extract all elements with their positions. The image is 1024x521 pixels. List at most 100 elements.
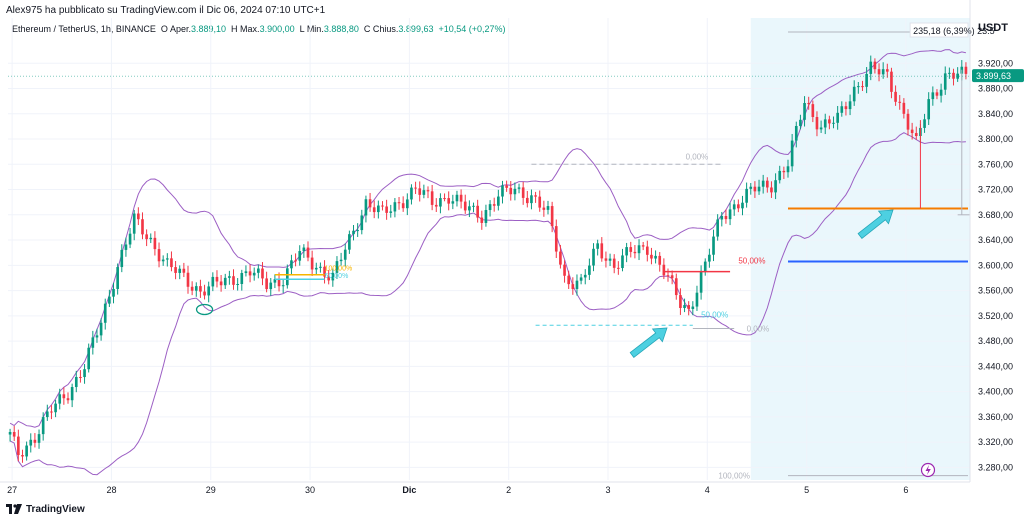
shaded-region bbox=[750, 18, 970, 480]
candle bbox=[281, 278, 285, 294]
time-tick-label: 6 bbox=[903, 485, 908, 495]
currency-label[interactable]: USDT bbox=[978, 22, 1008, 34]
candle bbox=[877, 63, 881, 82]
candle bbox=[95, 328, 99, 343]
time-tick-label: 3 bbox=[605, 485, 610, 495]
candle-body bbox=[12, 432, 16, 437]
candle-body bbox=[339, 259, 343, 262]
candle bbox=[393, 198, 397, 218]
candle bbox=[807, 96, 811, 110]
candle bbox=[890, 67, 893, 99]
measure-label: 235,18 (6,39%) 23.5 bbox=[913, 26, 995, 36]
candle-body bbox=[641, 245, 645, 247]
candle bbox=[749, 182, 753, 195]
price-tick-label: 3.480,00 bbox=[978, 336, 1013, 346]
candle bbox=[679, 288, 682, 315]
candle-body bbox=[124, 244, 128, 250]
candle-body bbox=[410, 187, 413, 200]
candle bbox=[592, 243, 595, 272]
time-tick-label: 4 bbox=[705, 485, 710, 495]
price-axis[interactable]: 3.920,00 3.880,00 3.840,00 3.800,00 3.760,00… bbox=[8, 0, 1024, 482]
candle-body bbox=[770, 187, 773, 193]
candle-body bbox=[194, 286, 198, 291]
candle bbox=[596, 239, 599, 256]
candle-body bbox=[509, 187, 513, 195]
candle bbox=[724, 209, 728, 224]
candle bbox=[819, 120, 823, 133]
candle-body bbox=[83, 369, 86, 378]
candle-body bbox=[803, 102, 806, 120]
candle-body bbox=[306, 247, 310, 258]
candle bbox=[571, 277, 575, 295]
candle bbox=[232, 269, 235, 290]
legend-close-label: C bbox=[363, 24, 371, 34]
candle bbox=[497, 189, 500, 211]
candle bbox=[600, 237, 604, 262]
candle-body bbox=[749, 186, 753, 189]
bollinger-bands bbox=[9, 49, 966, 476]
candle bbox=[550, 201, 554, 233]
drawings: 0,00%50,00%50,00%0,00%100,00%100,00%50,0… bbox=[195, 22, 995, 481]
candle-body bbox=[571, 284, 575, 290]
bollinger-upper-band bbox=[9, 49, 966, 428]
tradingview-logo[interactable]: TradingView bbox=[6, 504, 85, 517]
candle-body bbox=[608, 258, 612, 261]
candle bbox=[21, 449, 24, 463]
candle bbox=[8, 428, 12, 442]
candle bbox=[708, 248, 711, 268]
candle-body bbox=[360, 215, 364, 231]
candle bbox=[439, 193, 442, 214]
candle bbox=[261, 262, 264, 286]
candle bbox=[861, 80, 864, 92]
candle-body bbox=[857, 86, 860, 88]
candle bbox=[468, 200, 471, 218]
price-tick-label: 3.840,00 bbox=[978, 109, 1013, 119]
candle-body bbox=[637, 245, 641, 254]
candle bbox=[455, 190, 459, 207]
candle bbox=[426, 186, 430, 199]
candle-body bbox=[724, 216, 728, 220]
candle-body bbox=[265, 278, 268, 290]
candle bbox=[339, 252, 343, 266]
candle bbox=[579, 273, 583, 285]
candle-body bbox=[186, 272, 190, 287]
candle bbox=[108, 289, 111, 307]
candle-body bbox=[389, 211, 393, 213]
candle-body bbox=[21, 455, 24, 457]
candle bbox=[273, 274, 277, 289]
candle-body bbox=[99, 322, 103, 336]
candle bbox=[799, 114, 802, 130]
candle bbox=[737, 199, 740, 213]
candle-body bbox=[103, 303, 107, 323]
candle bbox=[381, 201, 384, 211]
candle-body bbox=[178, 268, 182, 273]
candle-body bbox=[112, 288, 115, 297]
candle bbox=[302, 244, 306, 258]
candle bbox=[401, 196, 405, 212]
candle-body bbox=[91, 337, 95, 348]
candle bbox=[782, 166, 786, 180]
candle-body bbox=[674, 278, 678, 296]
candle bbox=[927, 92, 931, 126]
candle bbox=[99, 318, 103, 341]
candle bbox=[240, 269, 244, 291]
candle-body bbox=[439, 198, 442, 207]
candle bbox=[803, 96, 806, 127]
candle-body bbox=[74, 376, 78, 388]
candle-body bbox=[281, 285, 285, 287]
time-axis[interactable]: 27 28 29 30 Dic 2 3 4 5 6 bbox=[0, 481, 970, 495]
candle-body bbox=[401, 203, 405, 209]
candle-body bbox=[534, 195, 537, 197]
candle bbox=[732, 199, 736, 216]
candle bbox=[521, 181, 525, 205]
candle bbox=[207, 281, 211, 303]
candle bbox=[530, 189, 533, 210]
lightning-icon-bolt bbox=[925, 465, 931, 475]
candle bbox=[434, 198, 438, 213]
fib-level-label: 0,00% bbox=[686, 152, 709, 161]
candle-body bbox=[157, 249, 161, 262]
candle bbox=[165, 253, 169, 267]
candle-body bbox=[712, 236, 715, 255]
candle bbox=[418, 181, 422, 202]
